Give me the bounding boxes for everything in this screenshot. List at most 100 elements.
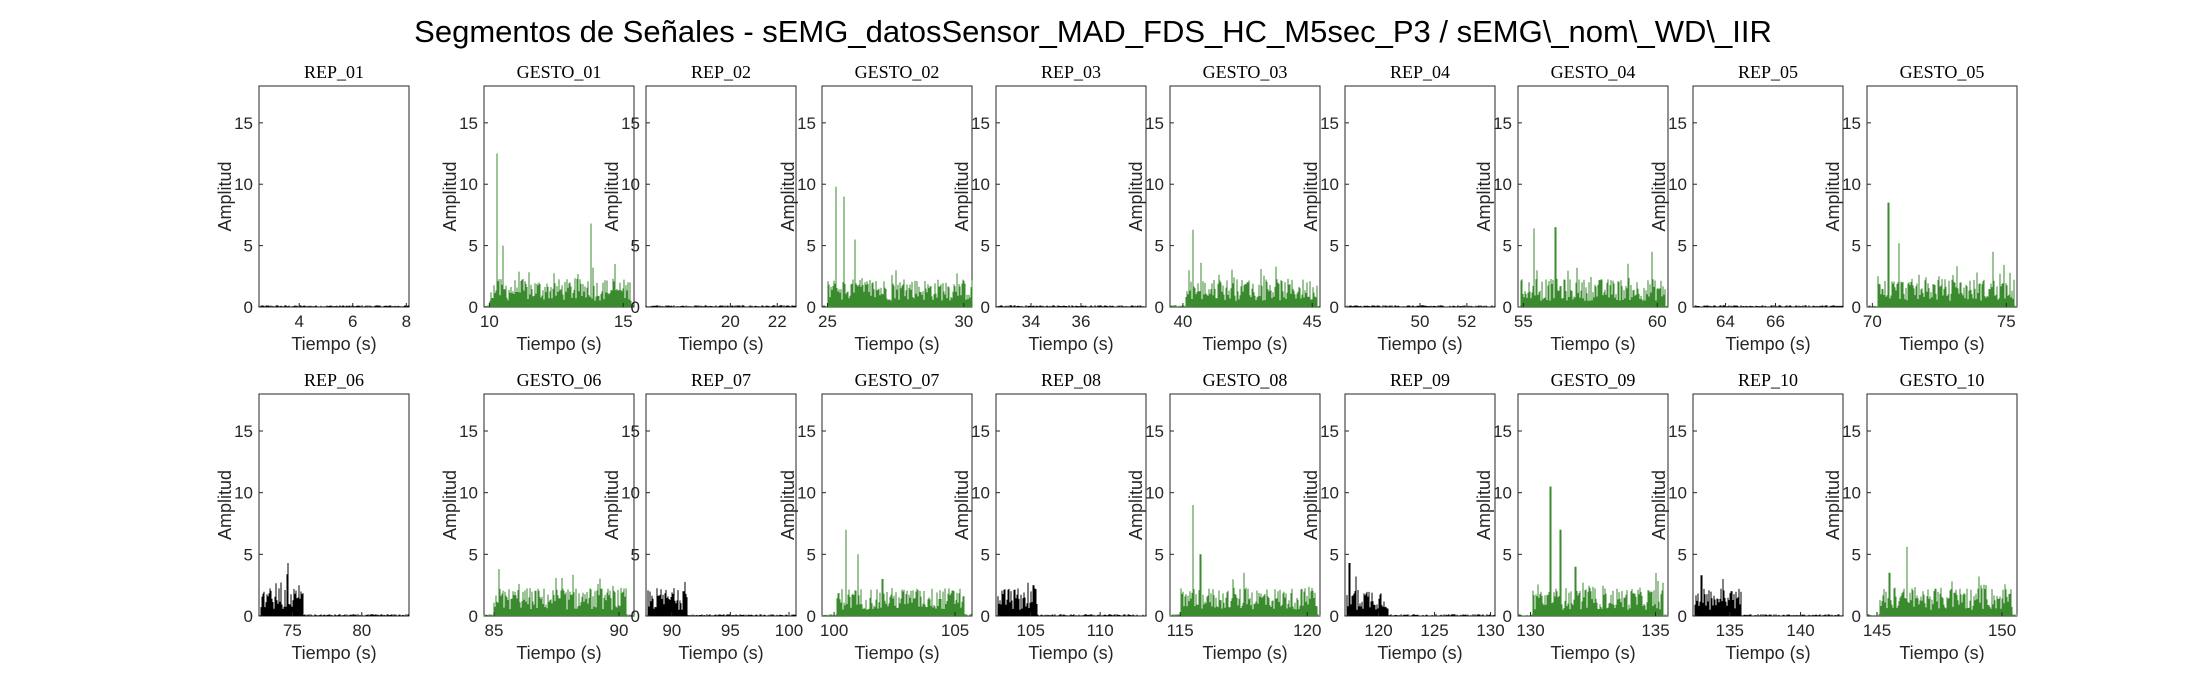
y-tick-label: 5	[469, 545, 478, 564]
x-axis-label: Tiempo (s)	[1028, 643, 1113, 663]
signal-series	[483, 153, 635, 307]
y-tick-label: 15	[1668, 114, 1687, 133]
y-tick-label: 0	[244, 298, 253, 317]
x-tick-label: 110	[1087, 621, 1114, 640]
x-tick-label: 40	[1173, 312, 1192, 331]
x-tick-label: 140	[1786, 621, 1814, 640]
signal-series	[821, 186, 973, 307]
y-tick-label: 0	[981, 298, 990, 317]
y-tick-label: 0	[1330, 607, 1339, 626]
y-axis-label: Amplitud	[440, 470, 460, 540]
y-tick-label: 0	[807, 298, 816, 317]
y-tick-label: 15	[1842, 422, 1861, 441]
x-axis-label: Tiempo (s)	[516, 334, 601, 354]
y-axis-label: Amplitud	[1649, 470, 1669, 540]
y-tick-label: 5	[1503, 545, 1512, 564]
y-tick-label: 5	[244, 545, 253, 564]
y-tick-label: 10	[1145, 175, 1164, 194]
x-tick-label: 80	[352, 621, 371, 640]
x-axis-label: Tiempo (s)	[678, 334, 763, 354]
subplot-rep_08: REP_08 0 5 10 15 105 110 Tiempo (s) Amplitud	[952, 370, 1147, 663]
y-tick-label: 0	[807, 607, 816, 626]
x-tick-label: 70	[1863, 312, 1882, 331]
y-tick-label: 10	[621, 484, 640, 503]
x-tick-label: 150	[1988, 621, 2016, 640]
y-tick-label: 15	[797, 114, 816, 133]
signal-series	[258, 563, 410, 616]
axes-frame	[821, 393, 973, 617]
subplot-title: GESTO_05	[1900, 62, 1985, 82]
x-tick-label: 120	[1364, 621, 1392, 640]
x-tick-label: 22	[768, 312, 787, 331]
y-axis-label: Amplitud	[602, 161, 622, 231]
y-tick-label: 0	[631, 298, 640, 317]
x-tick-label: 36	[1072, 312, 1091, 331]
y-axis-label: Amplitud	[1823, 470, 1843, 540]
signal-series	[1866, 202, 2018, 307]
subplot-gesto_02: GESTO_02 0 5 10 15 25 30 Tiempo (s) Amplitud	[778, 62, 973, 354]
x-axis-label: Tiempo (s)	[516, 643, 601, 663]
y-axis-label: Amplitud	[440, 161, 460, 231]
y-tick-label: 15	[1145, 422, 1164, 441]
x-tick-label: 105	[941, 621, 969, 640]
y-axis-label: Amplitud	[1126, 470, 1146, 540]
x-tick-label: 34	[1022, 312, 1041, 331]
y-tick-label: 0	[1852, 607, 1861, 626]
y-tick-label: 15	[1668, 422, 1687, 441]
signal-series	[995, 305, 1147, 307]
y-tick-label: 15	[1842, 114, 1861, 133]
x-axis-label: Tiempo (s)	[1725, 334, 1810, 354]
x-axis-label: Tiempo (s)	[854, 643, 939, 663]
y-axis-label: Amplitud	[1823, 161, 1843, 231]
subplot-gesto_05: GESTO_05 0 5 10 15 70 75 Tiempo (s) Amplitud	[1823, 62, 2018, 354]
y-tick-label: 0	[1678, 607, 1687, 626]
subplot-rep_03: REP_03 0 5 10 15 34 36 Tiempo (s) Amplitud	[952, 62, 1147, 354]
y-tick-label: 0	[1503, 298, 1512, 317]
y-axis-label: Amplitud	[215, 161, 235, 231]
signal-series	[1169, 229, 1320, 307]
y-tick-label: 10	[971, 175, 990, 194]
axes-frame	[1344, 85, 1496, 308]
x-tick-label: 25	[818, 312, 837, 331]
x-axis-label: Tiempo (s)	[291, 334, 376, 354]
x-tick-label: 105	[1017, 621, 1045, 640]
x-tick-label: 125	[1420, 621, 1448, 640]
y-tick-label: 15	[971, 422, 990, 441]
y-tick-label: 15	[797, 422, 816, 441]
y-tick-label: 15	[1493, 114, 1512, 133]
signal-series	[821, 529, 973, 616]
y-tick-label: 5	[244, 237, 253, 256]
x-axis-label: Tiempo (s)	[1725, 643, 1810, 663]
x-tick-label: 66	[1766, 312, 1785, 331]
y-tick-label: 10	[1668, 175, 1687, 194]
y-axis-label: Amplitud	[778, 470, 798, 540]
y-tick-label: 5	[1330, 237, 1339, 256]
axes-frame	[1692, 85, 1844, 308]
signal-series	[645, 581, 797, 616]
signal-series	[1692, 575, 1844, 616]
y-tick-label: 5	[1678, 237, 1687, 256]
y-axis-label: Amplitud	[1649, 161, 1669, 231]
subplot-rep_05: REP_05 0 5 10 15 64 66 Tiempo (s) Amplitud	[1649, 62, 1844, 354]
subplot-title: REP_06	[304, 370, 364, 390]
subplot-title: GESTO_06	[517, 370, 602, 390]
x-tick-label: 135	[1641, 621, 1669, 640]
subplot-title: GESTO_07	[855, 370, 940, 390]
y-tick-label: 5	[981, 237, 990, 256]
x-tick-label: 100	[775, 621, 803, 640]
signal-series	[995, 582, 1147, 616]
x-tick-label: 90	[662, 621, 681, 640]
x-tick-label: 75	[1997, 312, 2016, 331]
axes-frame	[1344, 393, 1496, 617]
x-tick-label: 64	[1716, 312, 1735, 331]
subplot-title: GESTO_08	[1203, 370, 1288, 390]
signal-series	[1169, 505, 1321, 616]
subplot-rep_01: REP_01 0 5 10 15 4 6 8 Tiempo (s) Amplitud	[215, 62, 411, 354]
x-tick-label: 6	[348, 312, 357, 331]
y-tick-label: 5	[469, 237, 478, 256]
x-axis-label: Tiempo (s)	[1202, 334, 1287, 354]
y-tick-label: 10	[1668, 484, 1687, 503]
subplot-title: REP_03	[1041, 62, 1101, 82]
